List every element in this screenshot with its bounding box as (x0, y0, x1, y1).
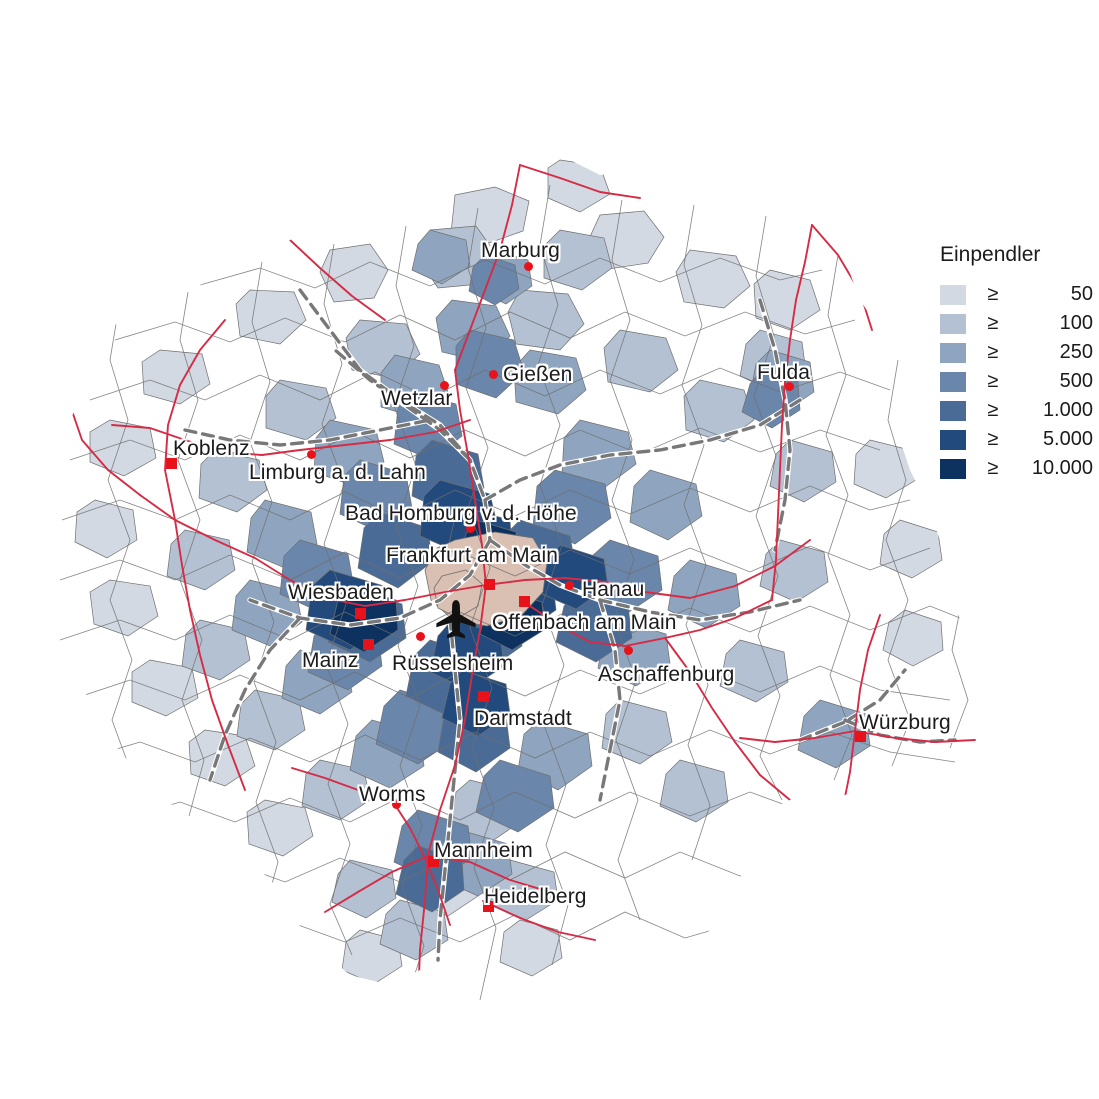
legend-operator: ≥ (987, 283, 999, 305)
legend-color-swatch (940, 342, 966, 363)
city-marker[interactable] (478, 691, 489, 702)
legend-row[interactable]: ≥100 (932, 309, 1099, 338)
city-marker[interactable] (392, 800, 401, 809)
legend-value: 10.000 (1031, 457, 1093, 479)
city-marker[interactable] (565, 581, 574, 590)
legend-color-swatch (940, 371, 966, 392)
legend-row[interactable]: ≥1.000 (932, 396, 1099, 425)
legend-value: 100 (1059, 312, 1093, 334)
legend-rows: ≥50 ≥100 ≥250 ≥500 ≥1.000 ≥5.000 ≥10.000 (932, 280, 1099, 483)
city-marker[interactable] (428, 856, 439, 867)
legend-operator: ≥ (987, 370, 999, 392)
legend: Einpendler ≥50 ≥100 ≥250 ≥500 ≥1.000 ≥5.000 ≥1… (932, 244, 1099, 483)
legend-value: 5.000 (1042, 428, 1093, 450)
city-marker[interactable] (483, 901, 494, 912)
legend-value: 500 (1059, 370, 1093, 392)
legend-row[interactable]: ≥500 (932, 367, 1099, 396)
city-marker[interactable] (524, 262, 533, 271)
municipality-boundaries (59, 184, 991, 1001)
city-marker[interactable] (440, 381, 449, 390)
legend-color-swatch (940, 429, 966, 450)
legend-value: 50 (1070, 283, 1093, 305)
legend-row[interactable]: ≥5.000 (932, 425, 1099, 454)
city-marker[interactable] (519, 596, 530, 607)
city-marker[interactable] (855, 731, 866, 742)
legend-color-swatch (940, 458, 966, 479)
city-marker[interactable] (416, 632, 425, 641)
legend-color-swatch (940, 284, 966, 305)
legend-title: Einpendler (940, 243, 1041, 266)
legend-operator: ≥ (987, 312, 999, 334)
legend-operator: ≥ (987, 341, 999, 363)
city-marker[interactable] (363, 639, 374, 650)
city-marker[interactable] (166, 458, 177, 469)
legend-operator: ≥ (987, 428, 999, 450)
city-marker[interactable] (489, 370, 498, 379)
airplane-icon (436, 600, 476, 639)
city-marker[interactable] (484, 579, 495, 590)
legend-color-swatch (940, 313, 966, 334)
city-marker[interactable] (355, 608, 366, 619)
legend-operator: ≥ (987, 457, 999, 479)
legend-operator: ≥ (987, 399, 999, 421)
legend-color-swatch (940, 400, 966, 421)
rail-network (69, 164, 976, 1001)
legend-row[interactable]: ≥50 (932, 280, 1099, 309)
city-marker[interactable] (624, 646, 633, 655)
city-marker[interactable] (785, 382, 794, 391)
legend-row[interactable]: ≥10.000 (932, 454, 1099, 483)
city-marker[interactable] (307, 450, 316, 459)
legend-row[interactable]: ≥250 (932, 338, 1099, 367)
legend-value: 1.000 (1042, 399, 1093, 421)
legend-value: 250 (1059, 341, 1093, 363)
city-marker[interactable] (466, 524, 475, 533)
